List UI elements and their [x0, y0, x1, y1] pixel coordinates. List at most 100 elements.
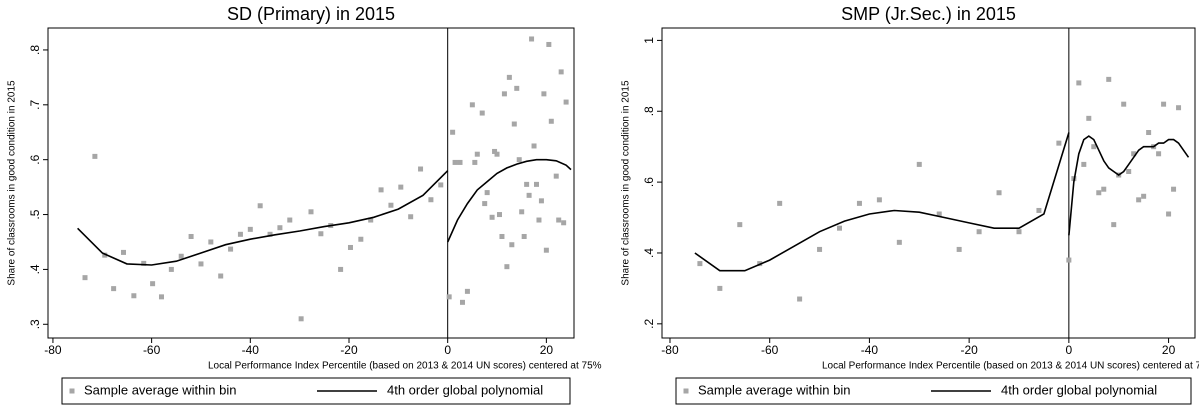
data-point [558, 69, 564, 75]
y-tick-label: .4 [28, 264, 42, 274]
y-tick-label: .6 [28, 154, 42, 164]
data-point [338, 266, 344, 272]
y-tick-label: .5 [28, 209, 42, 219]
data-point [1056, 140, 1062, 146]
x-tick-label: 0 [1066, 343, 1073, 357]
data-point [1141, 193, 1147, 199]
plot-frame [47, 27, 575, 339]
data-point [102, 252, 108, 258]
fit-line [694, 132, 1190, 272]
data-point [506, 74, 512, 80]
data-point [1081, 161, 1087, 167]
data-point [538, 198, 544, 204]
data-point [479, 110, 485, 116]
data-point [777, 200, 783, 206]
data-point [1136, 197, 1142, 203]
x-tick-label: -60 [143, 343, 161, 357]
data-point [514, 85, 520, 91]
data-point [1121, 101, 1127, 107]
data-point [218, 273, 224, 279]
data-point [797, 296, 803, 302]
y-axis-label: Share of classrooms in good condition in… [7, 80, 18, 286]
data-point [837, 225, 843, 231]
data-point [188, 233, 194, 239]
data-point [111, 286, 117, 292]
data-point [378, 187, 384, 193]
data-point [496, 212, 502, 218]
data-point [484, 190, 490, 196]
data-point [817, 246, 823, 252]
data-point [228, 246, 234, 252]
data-point [178, 253, 184, 259]
data-point [131, 293, 137, 299]
data-point [519, 209, 525, 215]
data-point [418, 166, 424, 172]
data-point [526, 192, 532, 198]
fit-line [77, 158, 572, 266]
data-point [516, 157, 522, 163]
data-point [450, 129, 456, 135]
data-point [267, 231, 273, 237]
data-point [358, 236, 364, 242]
data-point [541, 91, 547, 97]
x-tick-label: -20 [960, 343, 978, 357]
data-point [408, 214, 414, 220]
data-point [1076, 80, 1082, 86]
data-point [876, 197, 882, 203]
data-point [388, 202, 394, 208]
data-point [459, 299, 465, 305]
data-point [308, 209, 314, 215]
data-point [553, 173, 559, 179]
y-tick-label: .8 [642, 106, 656, 116]
data-point [501, 91, 507, 97]
data-point [697, 261, 703, 267]
data-point [976, 229, 982, 235]
legend-box [675, 377, 1192, 405]
data-point [529, 36, 535, 42]
data-point [457, 159, 463, 165]
legend-box [61, 377, 571, 405]
data-point [563, 99, 569, 105]
data-point [511, 121, 517, 127]
data-point [1131, 151, 1137, 157]
data-point [504, 264, 510, 270]
data-point [492, 148, 498, 154]
data-point [1036, 207, 1042, 213]
x-tick-label: -40 [242, 343, 260, 357]
data-point [1106, 76, 1112, 82]
data-point [737, 222, 743, 228]
x-axis-label: Local Performance Index Percentile (base… [208, 361, 602, 372]
data-point [521, 233, 527, 239]
x-tick-label: 0 [444, 343, 451, 357]
data-point [1066, 257, 1072, 263]
data-point [1016, 229, 1022, 235]
x-tick-label: 20 [540, 343, 554, 357]
data-point [996, 190, 1002, 196]
data-point [120, 249, 126, 255]
data-point [499, 233, 505, 239]
data-point [347, 244, 353, 250]
data-point [428, 197, 434, 203]
data-point [318, 231, 324, 237]
data-point [543, 247, 549, 253]
data-point [469, 102, 475, 108]
data-point [1091, 144, 1097, 150]
data-point [237, 231, 243, 237]
data-point [1146, 130, 1152, 136]
data-point [536, 217, 542, 223]
legend-label: 4th order global polynomial [1001, 382, 1157, 397]
x-tick-label: -80 [661, 343, 679, 357]
data-point [546, 41, 552, 47]
data-point [82, 275, 88, 281]
chart-title: SD (Primary) in 2015 [227, 4, 395, 24]
x-tick-label: -40 [861, 343, 879, 357]
data-point [298, 316, 304, 322]
data-point [1171, 186, 1177, 192]
data-point [198, 261, 204, 267]
plot-frame [661, 27, 1196, 339]
data-point [446, 294, 452, 300]
data-point [556, 217, 562, 223]
x-tick-label: 20 [1162, 343, 1176, 357]
data-point [1161, 101, 1167, 107]
